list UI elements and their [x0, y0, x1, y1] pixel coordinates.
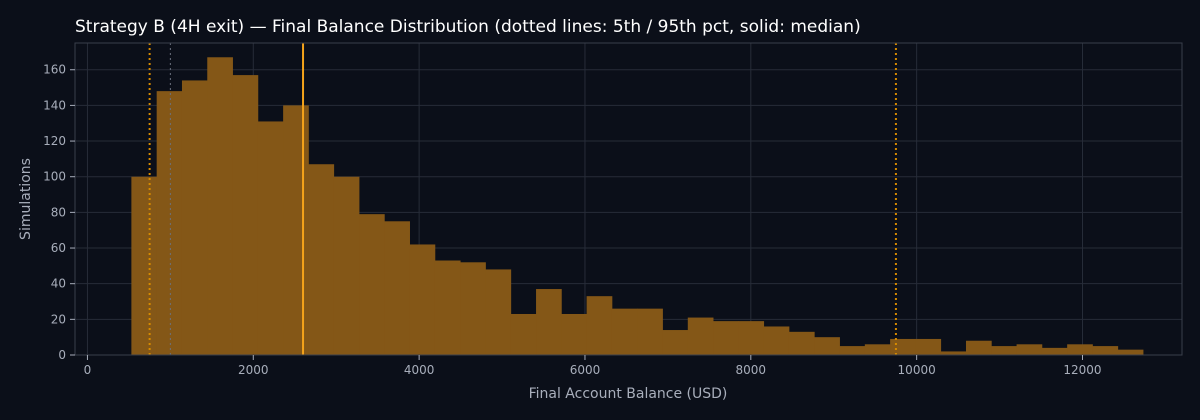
plot-frame	[74, 42, 1183, 356]
histogram-bar	[864, 344, 891, 355]
histogram-bar	[965, 340, 992, 355]
histogram-bars	[131, 57, 1144, 356]
x-axis-ticks: 0 2000 4000 6000 8000 10000 12000	[84, 355, 1102, 377]
y-tick-label: 160	[43, 63, 66, 77]
histogram-bar	[788, 331, 815, 355]
x-axis-label: Final Account Balance (USD)	[529, 386, 728, 402]
histogram-bar	[763, 326, 790, 355]
histogram-bar	[1092, 346, 1119, 355]
histogram-bar	[232, 75, 259, 355]
histogram-bar	[181, 80, 208, 355]
histogram-bar	[131, 176, 158, 355]
x-tick-label: 12000	[1063, 363, 1101, 377]
y-tick-label: 140	[43, 98, 66, 112]
x-tick-label: 0	[84, 363, 92, 377]
y-tick-label: 100	[43, 170, 66, 184]
histogram-bar	[510, 313, 537, 355]
histogram-bar	[359, 214, 385, 355]
y-tick-label: 120	[43, 134, 66, 148]
histogram-bar	[890, 338, 916, 355]
histogram-bar	[156, 91, 183, 355]
histogram-bar	[308, 164, 335, 355]
histogram-bar	[687, 317, 714, 355]
histogram-bar	[460, 262, 486, 355]
histogram-bar	[713, 321, 739, 355]
histogram-bar	[536, 289, 562, 355]
histogram-bar	[283, 105, 309, 356]
histogram-bar	[1041, 347, 1068, 355]
histogram-bar	[991, 346, 1017, 355]
histogram-bar	[207, 57, 233, 356]
histogram-bar	[409, 244, 436, 355]
histogram-bar	[257, 121, 284, 356]
histogram-bar	[940, 351, 967, 355]
x-tick-label: 6000	[570, 363, 601, 377]
x-tick-label: 8000	[736, 363, 767, 377]
y-tick-label: 80	[51, 205, 66, 219]
x-tick-label: 10000	[898, 363, 936, 377]
reference-lines	[148, 43, 897, 355]
histogram-bar	[1016, 344, 1043, 355]
histogram-bar	[839, 346, 866, 355]
histogram-bar	[814, 337, 840, 355]
histogram-bar	[333, 176, 360, 355]
histogram-bar	[434, 260, 461, 355]
histogram-bar	[1117, 349, 1144, 355]
y-tick-label: 40	[51, 277, 66, 291]
chart-title: Strategy B (4H exit) — Final Balance Dis…	[75, 17, 861, 37]
y-axis-label: Simulations	[18, 158, 34, 240]
histogram-bar	[1067, 344, 1093, 355]
histogram-bar	[485, 269, 512, 355]
histogram-bar	[611, 308, 638, 355]
histogram-bar	[915, 338, 942, 355]
y-axis-ticks: 0 20 40 60 80 100 120 140 160	[43, 63, 75, 362]
histogram-bar	[586, 296, 613, 355]
histogram-bar	[637, 308, 663, 355]
histogram-bar	[662, 330, 689, 355]
y-tick-label: 20	[51, 312, 66, 326]
axes	[74, 42, 1183, 356]
y-tick-label: 60	[51, 241, 66, 255]
y-tick-label: 0	[58, 348, 66, 362]
histogram-bar	[384, 221, 410, 355]
histogram-bar	[561, 313, 588, 355]
x-tick-label: 2000	[238, 363, 269, 377]
x-tick-label: 4000	[404, 363, 435, 377]
histogram-bar	[738, 321, 765, 355]
